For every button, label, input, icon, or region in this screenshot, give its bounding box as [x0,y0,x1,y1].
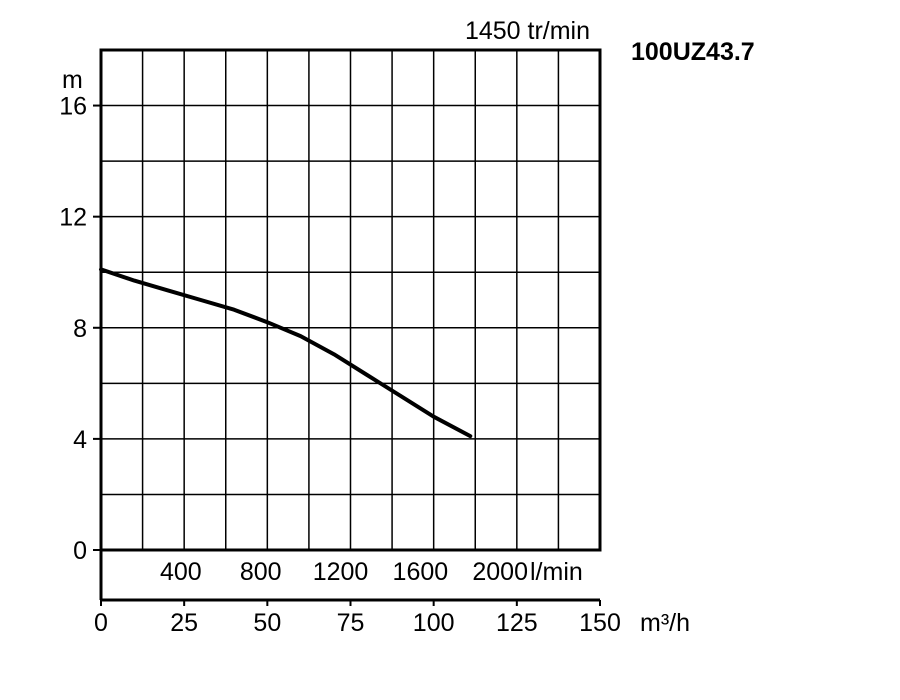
lmin-tick-label: 1200 [313,558,369,586]
y-tick-label: 0 [73,537,87,565]
lmin-tick-label: 2000 [472,558,528,586]
y-axis-unit: m [62,66,83,94]
m3h-tick-label: 0 [94,609,108,637]
m3h-tick-label: 150 [579,609,621,637]
y-tick-label: 4 [73,426,87,454]
m3h-tick-marks [100,600,601,606]
m3h-tick-label: 125 [496,609,538,637]
y-tick-labels: 0 4 8 12 16 [59,93,101,565]
lmin-tick-label: 800 [240,558,282,586]
lmin-unit-label: l/min [530,558,583,586]
m3h-tick-labels: 0 25 50 75 100 125 150 [94,609,621,637]
head-curve [99,267,473,439]
m3h-unit-label: m³/h [640,609,690,637]
lmin-tick-labels: 400 800 1200 1600 2000 [160,558,528,586]
m3h-tick-label: 75 [337,609,365,637]
m3h-tick-label: 25 [170,609,198,637]
lmin-tick-label: 400 [160,558,202,586]
y-tick-label: 12 [59,204,87,232]
plot-frame [99,48,602,552]
lmin-tick-label: 1600 [393,558,449,586]
m3h-tick-label: 50 [253,609,281,637]
speed-label: 1450 tr/min [465,17,590,45]
grid [101,50,600,550]
y-tick-label: 8 [73,315,87,343]
y-tick-label: 16 [59,93,87,121]
m3h-tick-label: 100 [413,609,455,637]
model-label: 100UZ43.7 [631,38,755,66]
